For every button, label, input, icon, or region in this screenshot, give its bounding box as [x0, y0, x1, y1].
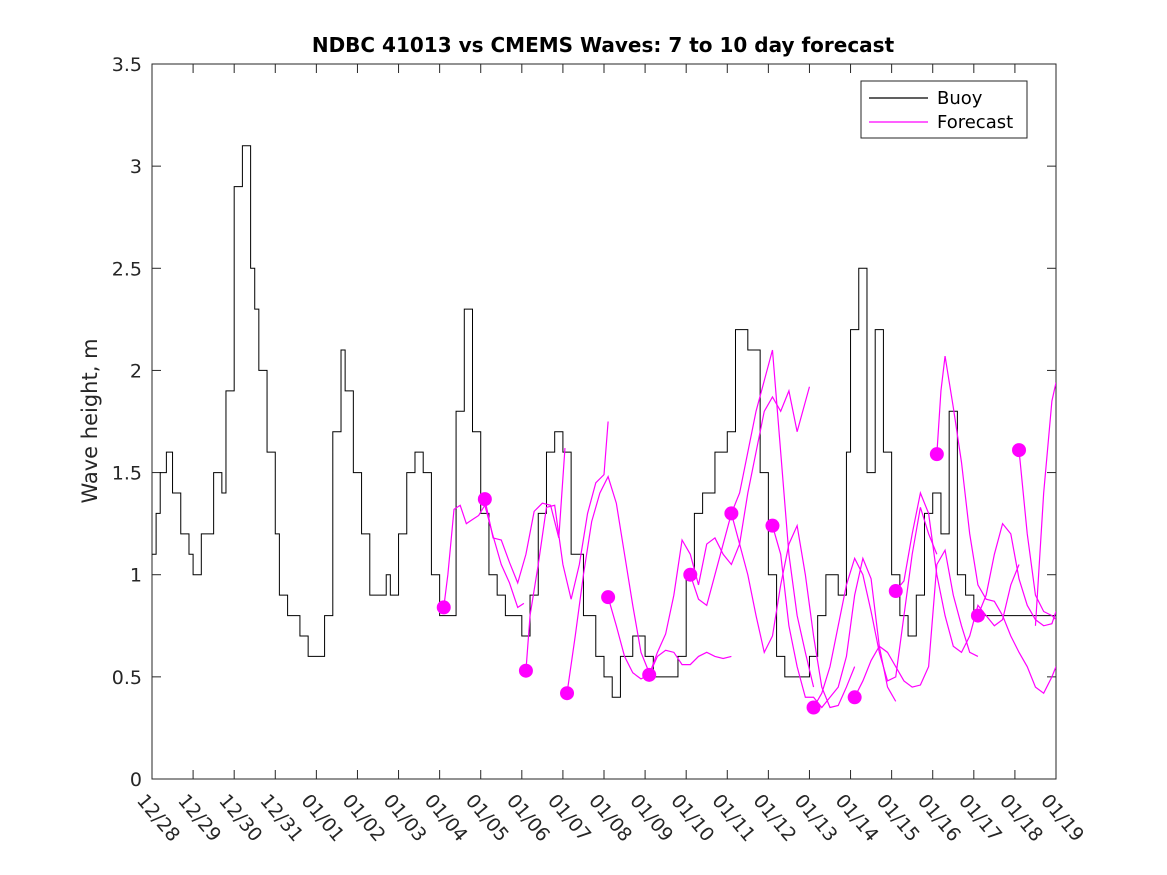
forecast-series-line	[1018, 450, 1056, 621]
forecast-series-line	[771, 525, 897, 709]
legend-forecast-label: Forecast	[937, 112, 1013, 133]
y-tick-label: 2.5	[112, 258, 142, 280]
forecast-series-line	[895, 490, 1020, 654]
y-tick-label: 2	[130, 360, 142, 382]
forecast-series-line	[484, 448, 566, 585]
forecast-start-marker	[601, 590, 616, 605]
forecast-series-line	[977, 522, 1056, 627]
y-tick-label: 1	[130, 565, 142, 587]
forecast-series-line	[730, 513, 856, 709]
chart-title: NDBC 41013 vs CMEMS Waves: 7 to 10 day f…	[312, 33, 895, 57]
forecast-start-marker	[436, 600, 451, 615]
forecast-start-marker	[847, 690, 862, 705]
forecast-start-marker	[560, 686, 575, 701]
forecast-start-marker	[477, 492, 492, 507]
legend-buoy-label: Buoy	[937, 88, 983, 109]
forecast-start-marker	[683, 567, 698, 582]
y-tick-label: 1.5	[112, 463, 142, 485]
forecast-series-line	[813, 507, 938, 708]
legend: Buoy Forecast	[860, 80, 1028, 139]
forecast-start-marker	[970, 608, 985, 623]
y-tick-label: 0.5	[112, 667, 142, 689]
y-axis-label: Wave height, m	[78, 338, 102, 503]
forecast-series-line	[854, 548, 979, 698]
y-tick-label: 0	[130, 769, 142, 791]
forecast-series-line	[525, 421, 609, 671]
forecast-start-marker	[806, 700, 821, 715]
forecast-start-marker	[724, 506, 739, 521]
forecast-series-line	[936, 356, 1056, 695]
forecast-series-line	[1034, 382, 1056, 626]
buoy-series-line	[152, 145, 1056, 698]
forecast-series-line	[607, 597, 732, 680]
forecast-series-line	[689, 349, 815, 688]
forecast-start-marker	[765, 518, 780, 533]
forecast-start-marker	[929, 447, 944, 462]
forecast-series-line	[566, 475, 650, 694]
y-tick-label: 3.5	[112, 54, 142, 76]
forecast-start-marker	[518, 663, 533, 678]
y-tick-label: 3	[130, 156, 142, 178]
forecast-start-marker	[1012, 443, 1027, 458]
legend-box	[860, 80, 1028, 139]
forecast-start-marker	[642, 667, 657, 682]
forecast-series-line	[648, 386, 811, 676]
forecast-start-marker	[888, 584, 903, 599]
forecast-series-line	[443, 503, 525, 609]
